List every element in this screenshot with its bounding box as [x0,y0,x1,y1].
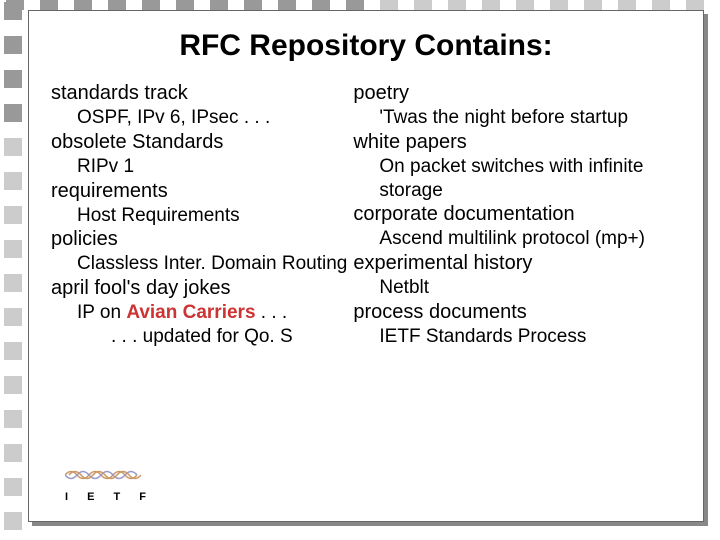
sub-item: OSPF, IPv 6, IPsec . . . [51,106,353,130]
sub-item: . . . updated for Qo. S [51,325,353,349]
category-item: process documents [353,300,681,325]
sub-item: IP on Avian Carriers . . . [51,301,353,325]
sub-item: On packet switches with infinite storage [353,155,681,203]
sub-item: Netblt [353,276,681,300]
category-item: white papers [353,130,681,155]
slide-frame: RFC Repository Contains: standards track… [28,10,704,522]
sub-item: 'Twas the night before startup [353,106,681,130]
slide-title: RFC Repository Contains: [29,29,703,63]
sub-item: Classless Inter. Domain Routing [51,252,353,276]
category-item: requirements [51,179,353,204]
category-item: policies [51,227,353,252]
logo-wave-icon [65,466,141,484]
category-item: standards track [51,81,353,106]
category-item: poetry [353,81,681,106]
sub-item: RIPv 1 [51,155,353,179]
category-item: april fool's day jokes [51,276,353,301]
ietf-logo: I E T F [65,466,155,503]
sub-item: Ascend multilink protocol (mp+) [353,227,681,251]
category-item: corporate documentation [353,202,681,227]
sub-item: Host Requirements [51,204,353,228]
right-column: poetry'Twas the night before startupwhit… [353,81,681,349]
left-column: standards trackOSPF, IPv 6, IPsec . . .o… [51,81,353,349]
slide-content: standards trackOSPF, IPv 6, IPsec . . .o… [29,81,703,349]
category-item: obsolete Standards [51,130,353,155]
category-item: experimental history [353,251,681,276]
logo-text: I E T F [65,491,155,503]
sub-item: IETF Standards Process [353,325,681,349]
